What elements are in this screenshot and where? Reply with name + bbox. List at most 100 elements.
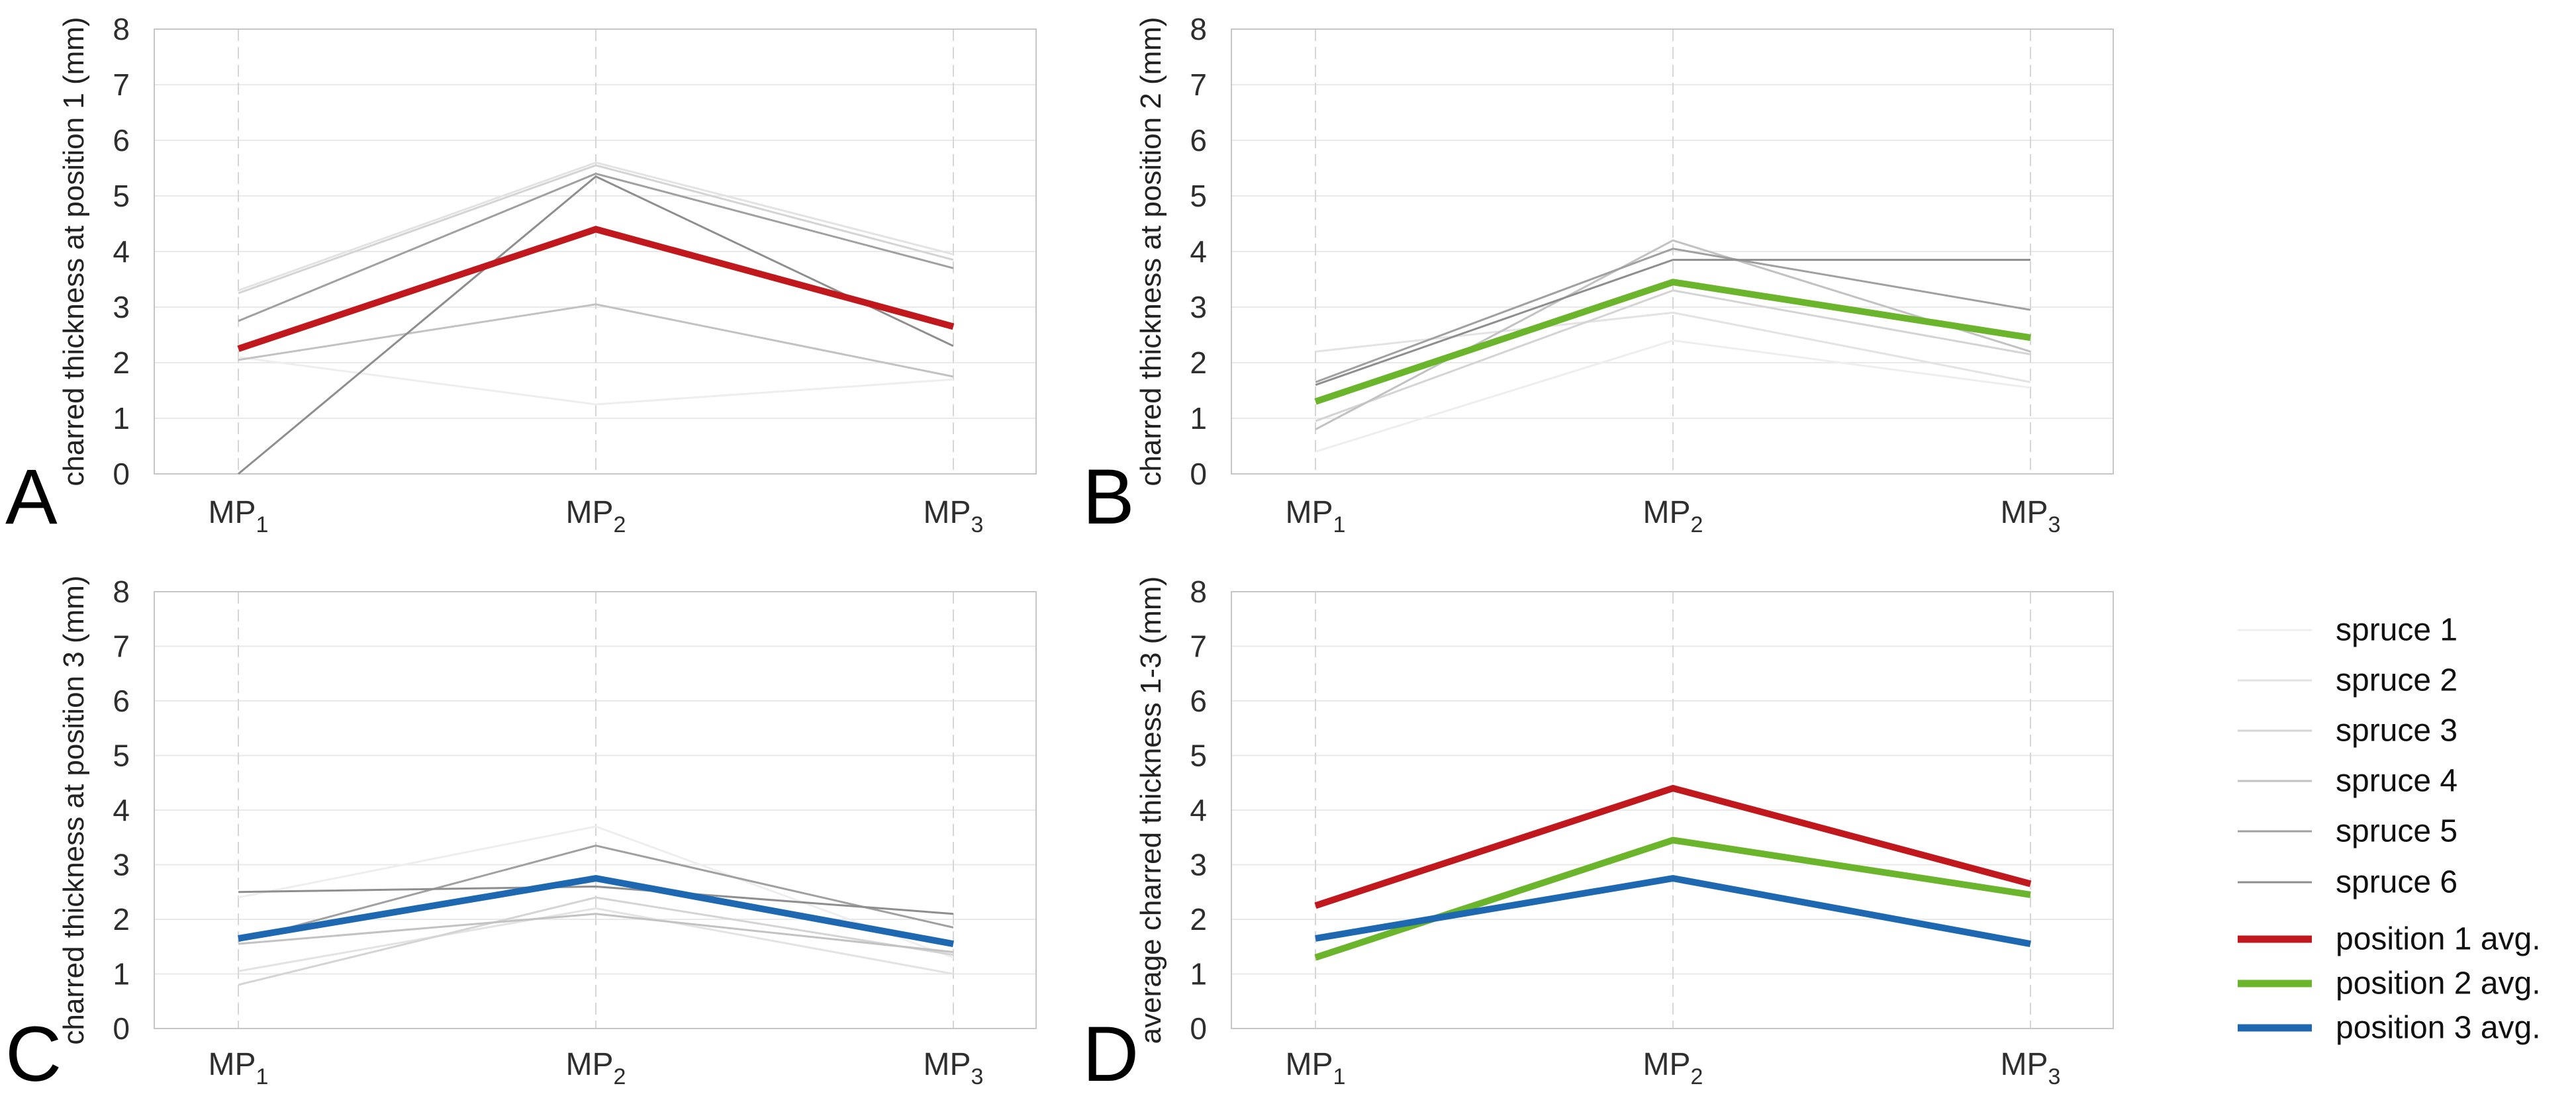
legend-item-spruce-1: spruce 1 (2238, 612, 2457, 649)
legend-item-spruce-4: spruce 4 (2238, 763, 2457, 800)
y-tick-label: 8 (1190, 574, 1207, 609)
y-tick-label: 7 (1190, 629, 1207, 664)
y-tick-label: 6 (113, 123, 130, 158)
legend-line-swatch (2238, 935, 2312, 943)
legend-line-swatch (2238, 679, 2312, 682)
y-tick-label: 1 (113, 957, 130, 991)
y-tick-label: 4 (113, 234, 130, 269)
plot-area-b: 0 1 2 3 4 5 6 7 8 MP1 MP2 MP3 (1190, 12, 2114, 537)
series-line-position-3-avg (238, 875, 954, 948)
legend-label: position 2 avg. (2336, 966, 2541, 1001)
y-tick-label: 5 (113, 739, 130, 773)
legend-label: spruce 5 (2336, 813, 2458, 849)
y-tick-label: 1 (113, 401, 130, 435)
y-tick-label: 3 (113, 848, 130, 882)
legend-item-spruce-2: spruce 2 (2238, 663, 2457, 699)
legend-item-position-2-avg: position 2 avg. (2238, 966, 2541, 1002)
x-tick-label: MP2 (566, 495, 626, 537)
x-tick-label: MP1 (1286, 1047, 1346, 1089)
series-line-position-1-avg (1314, 784, 2032, 909)
series-line-spruce-3 (1315, 289, 2031, 422)
legend-label: spruce 1 (2336, 612, 2458, 648)
y-tick-label: 4 (1190, 793, 1207, 827)
y-tick-label: 3 (1190, 290, 1207, 324)
y-tick-label: 1 (1190, 957, 1207, 991)
x-tick-label: MP3 (924, 1047, 984, 1089)
x-tick-label: MP3 (2001, 1047, 2061, 1089)
series-line-spruce-6 (1315, 259, 2030, 387)
y-tick-label: 7 (113, 629, 130, 664)
x-tick-label: MP2 (1643, 495, 1703, 537)
series-line-position-3-avg (1315, 875, 2031, 948)
legend-item-spruce-6: spruce 6 (2238, 864, 2457, 901)
y-tick-label: 1 (1190, 401, 1207, 435)
series-line-spruce-4 (1315, 239, 2031, 431)
y-tick-label: 7 (1190, 68, 1207, 102)
x-tick-label: MP2 (1643, 1047, 1703, 1089)
legend-label: spruce 3 (2336, 713, 2458, 749)
y-tick-label: 4 (1190, 234, 1207, 269)
y-tick-label: 2 (113, 902, 130, 937)
legend-label: spruce 4 (2336, 763, 2458, 799)
x-tick-label: MP1 (1286, 495, 1346, 537)
legend-item-position-1-avg: position 1 avg. (2238, 921, 2541, 958)
y-tick-label: 3 (1190, 848, 1207, 882)
x-tick-label: MP2 (566, 1047, 626, 1089)
legend-label: position 3 avg. (2336, 1010, 2541, 1046)
y-tick-label: 2 (113, 345, 130, 380)
series-line-position-1-avg (237, 226, 955, 352)
plot-border (1231, 28, 2114, 475)
series-line-spruce-6 (238, 175, 954, 475)
y-tick-label: 7 (113, 68, 130, 102)
legend-label: spruce 2 (2336, 663, 2458, 698)
series-line-spruce-5 (238, 172, 954, 322)
legend-line-swatch (2238, 1024, 2312, 1032)
series-line-spruce-4 (238, 303, 954, 378)
series-line-spruce-3 (238, 896, 954, 986)
legend-label: spruce 6 (2336, 864, 2458, 900)
y-tick-label: 5 (113, 179, 130, 213)
legend-line-swatch (2238, 780, 2312, 782)
y-tick-label: 0 (1190, 457, 1207, 491)
y-tick-label: 4 (113, 793, 130, 827)
series-line-spruce-3 (238, 164, 954, 295)
plot-border (1231, 591, 2114, 1029)
series-line-spruce-4 (238, 913, 954, 953)
series-line-position-2-avg (1314, 279, 2031, 405)
series-line-spruce-1 (238, 825, 954, 959)
y-tick-label: 0 (113, 457, 130, 491)
legend-line-swatch (2238, 881, 2312, 884)
legend-item-position-3-avg: position 3 avg. (2238, 1010, 2541, 1046)
plot-area-d: 0 1 2 3 4 5 6 7 8 MP1 MP2 MP3 (1190, 574, 2114, 1089)
panel-letter-b: B (1082, 453, 1135, 541)
legend-label: position 1 avg. (2336, 921, 2541, 957)
y-tick-label: 6 (1190, 123, 1207, 158)
legend-line-swatch (2238, 830, 2312, 833)
plot-border (154, 28, 1037, 475)
y-tick-label: 0 (1190, 1011, 1207, 1046)
y-tick-label: 0 (113, 1011, 130, 1046)
series-line-spruce-2 (238, 161, 954, 292)
series-line-spruce-1 (1315, 339, 2031, 453)
y-tick-label: 8 (113, 12, 130, 46)
series-line-spruce-2 (238, 907, 954, 975)
legend-item-spruce-3: spruce 3 (2238, 713, 2457, 749)
series-line-spruce-5 (238, 845, 954, 942)
x-tick-label: MP1 (209, 1047, 269, 1089)
legend-item-spruce-5: spruce 5 (2238, 813, 2457, 850)
legend-line-swatch (2238, 629, 2312, 631)
series-line-spruce-5 (1315, 248, 2031, 383)
y-tick-label: 2 (1190, 345, 1207, 380)
y-tick-label: 5 (1190, 739, 1207, 773)
plot-area-a: 0 1 2 3 4 5 6 7 8 MP1 MP2 MP3 (113, 12, 1037, 537)
legend-line-swatch (2238, 729, 2312, 732)
y-tick-label: 8 (1190, 12, 1207, 46)
x-tick-label: MP1 (209, 495, 269, 537)
series-line-spruce-6 (238, 885, 954, 915)
y-tick-label: 6 (1190, 684, 1207, 718)
series-line-spruce-1 (238, 356, 954, 406)
plot-area-c: 0 1 2 3 4 5 6 7 8 MP1 MP2 MP3 (113, 574, 1037, 1089)
x-tick-label: MP3 (924, 495, 984, 537)
x-tick-label: MP3 (2001, 495, 2061, 537)
